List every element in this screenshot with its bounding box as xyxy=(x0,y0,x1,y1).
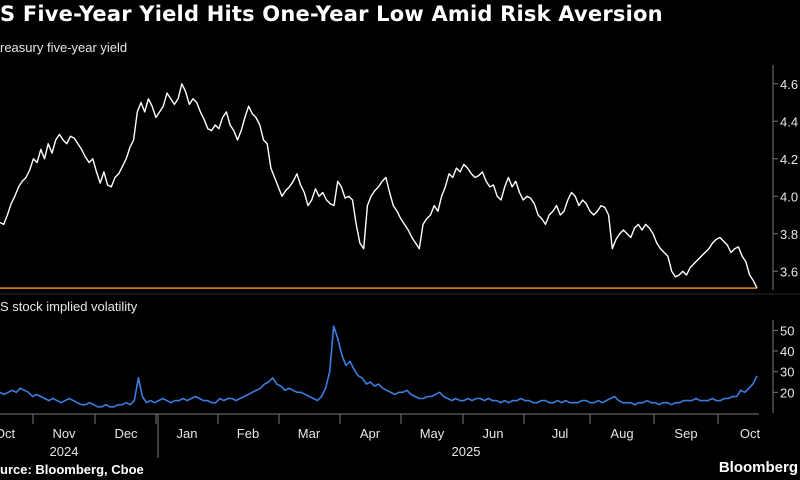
yield-y-tick-label: 3.8 xyxy=(780,227,798,242)
x-year-label: 2024 xyxy=(50,444,79,459)
x-tick-label: Feb xyxy=(237,426,259,441)
volatility-panel-label: S stock implied volatility xyxy=(0,299,138,314)
volatility-series-line xyxy=(0,325,758,408)
x-tick-label: May xyxy=(420,426,445,441)
x-tick-label: Dec xyxy=(114,426,138,441)
volatility-y-tick-label: 40 xyxy=(780,344,794,359)
x-tick-label: Sep xyxy=(674,426,697,441)
yield-y-tick-label: 4.2 xyxy=(780,152,798,167)
x-tick-label: Nov xyxy=(52,426,76,441)
x-tick-label: Jul xyxy=(552,426,569,441)
volatility-y-tick-label: 30 xyxy=(780,365,794,380)
x-tick-label: Aug xyxy=(610,426,633,441)
x-tick-label: Mar xyxy=(298,426,321,441)
x-tick-label: Oct xyxy=(0,426,15,441)
x-tick-label: Jan xyxy=(177,426,198,441)
yield-y-tick-label: 4.0 xyxy=(780,189,798,204)
x-tick-label: Apr xyxy=(360,426,381,441)
yield-panel-label: reasury five-year yield xyxy=(0,40,128,55)
volatility-y-tick-label: 50 xyxy=(780,323,794,338)
yield-y-tick-label: 4.4 xyxy=(780,114,798,129)
x-tick-label: Jun xyxy=(483,426,504,441)
yield-y-tick-label: 3.6 xyxy=(780,264,798,279)
volatility-y-tick-label: 20 xyxy=(780,385,794,400)
x-tick-label: Oct xyxy=(740,426,761,441)
bloomberg-logo: Bloomberg xyxy=(718,459,798,476)
x-year-label: 2025 xyxy=(452,444,481,459)
chart-title: S Five-Year Yield Hits One-Year Low Amid… xyxy=(0,2,663,26)
yield-y-tick-label: 4.6 xyxy=(780,77,798,92)
source-note: urce: Bloomberg, Cboe xyxy=(0,462,144,477)
yield-series-line xyxy=(0,83,758,289)
